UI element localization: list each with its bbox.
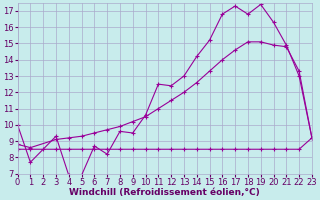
X-axis label: Windchill (Refroidissement éolien,°C): Windchill (Refroidissement éolien,°C) <box>69 188 260 197</box>
